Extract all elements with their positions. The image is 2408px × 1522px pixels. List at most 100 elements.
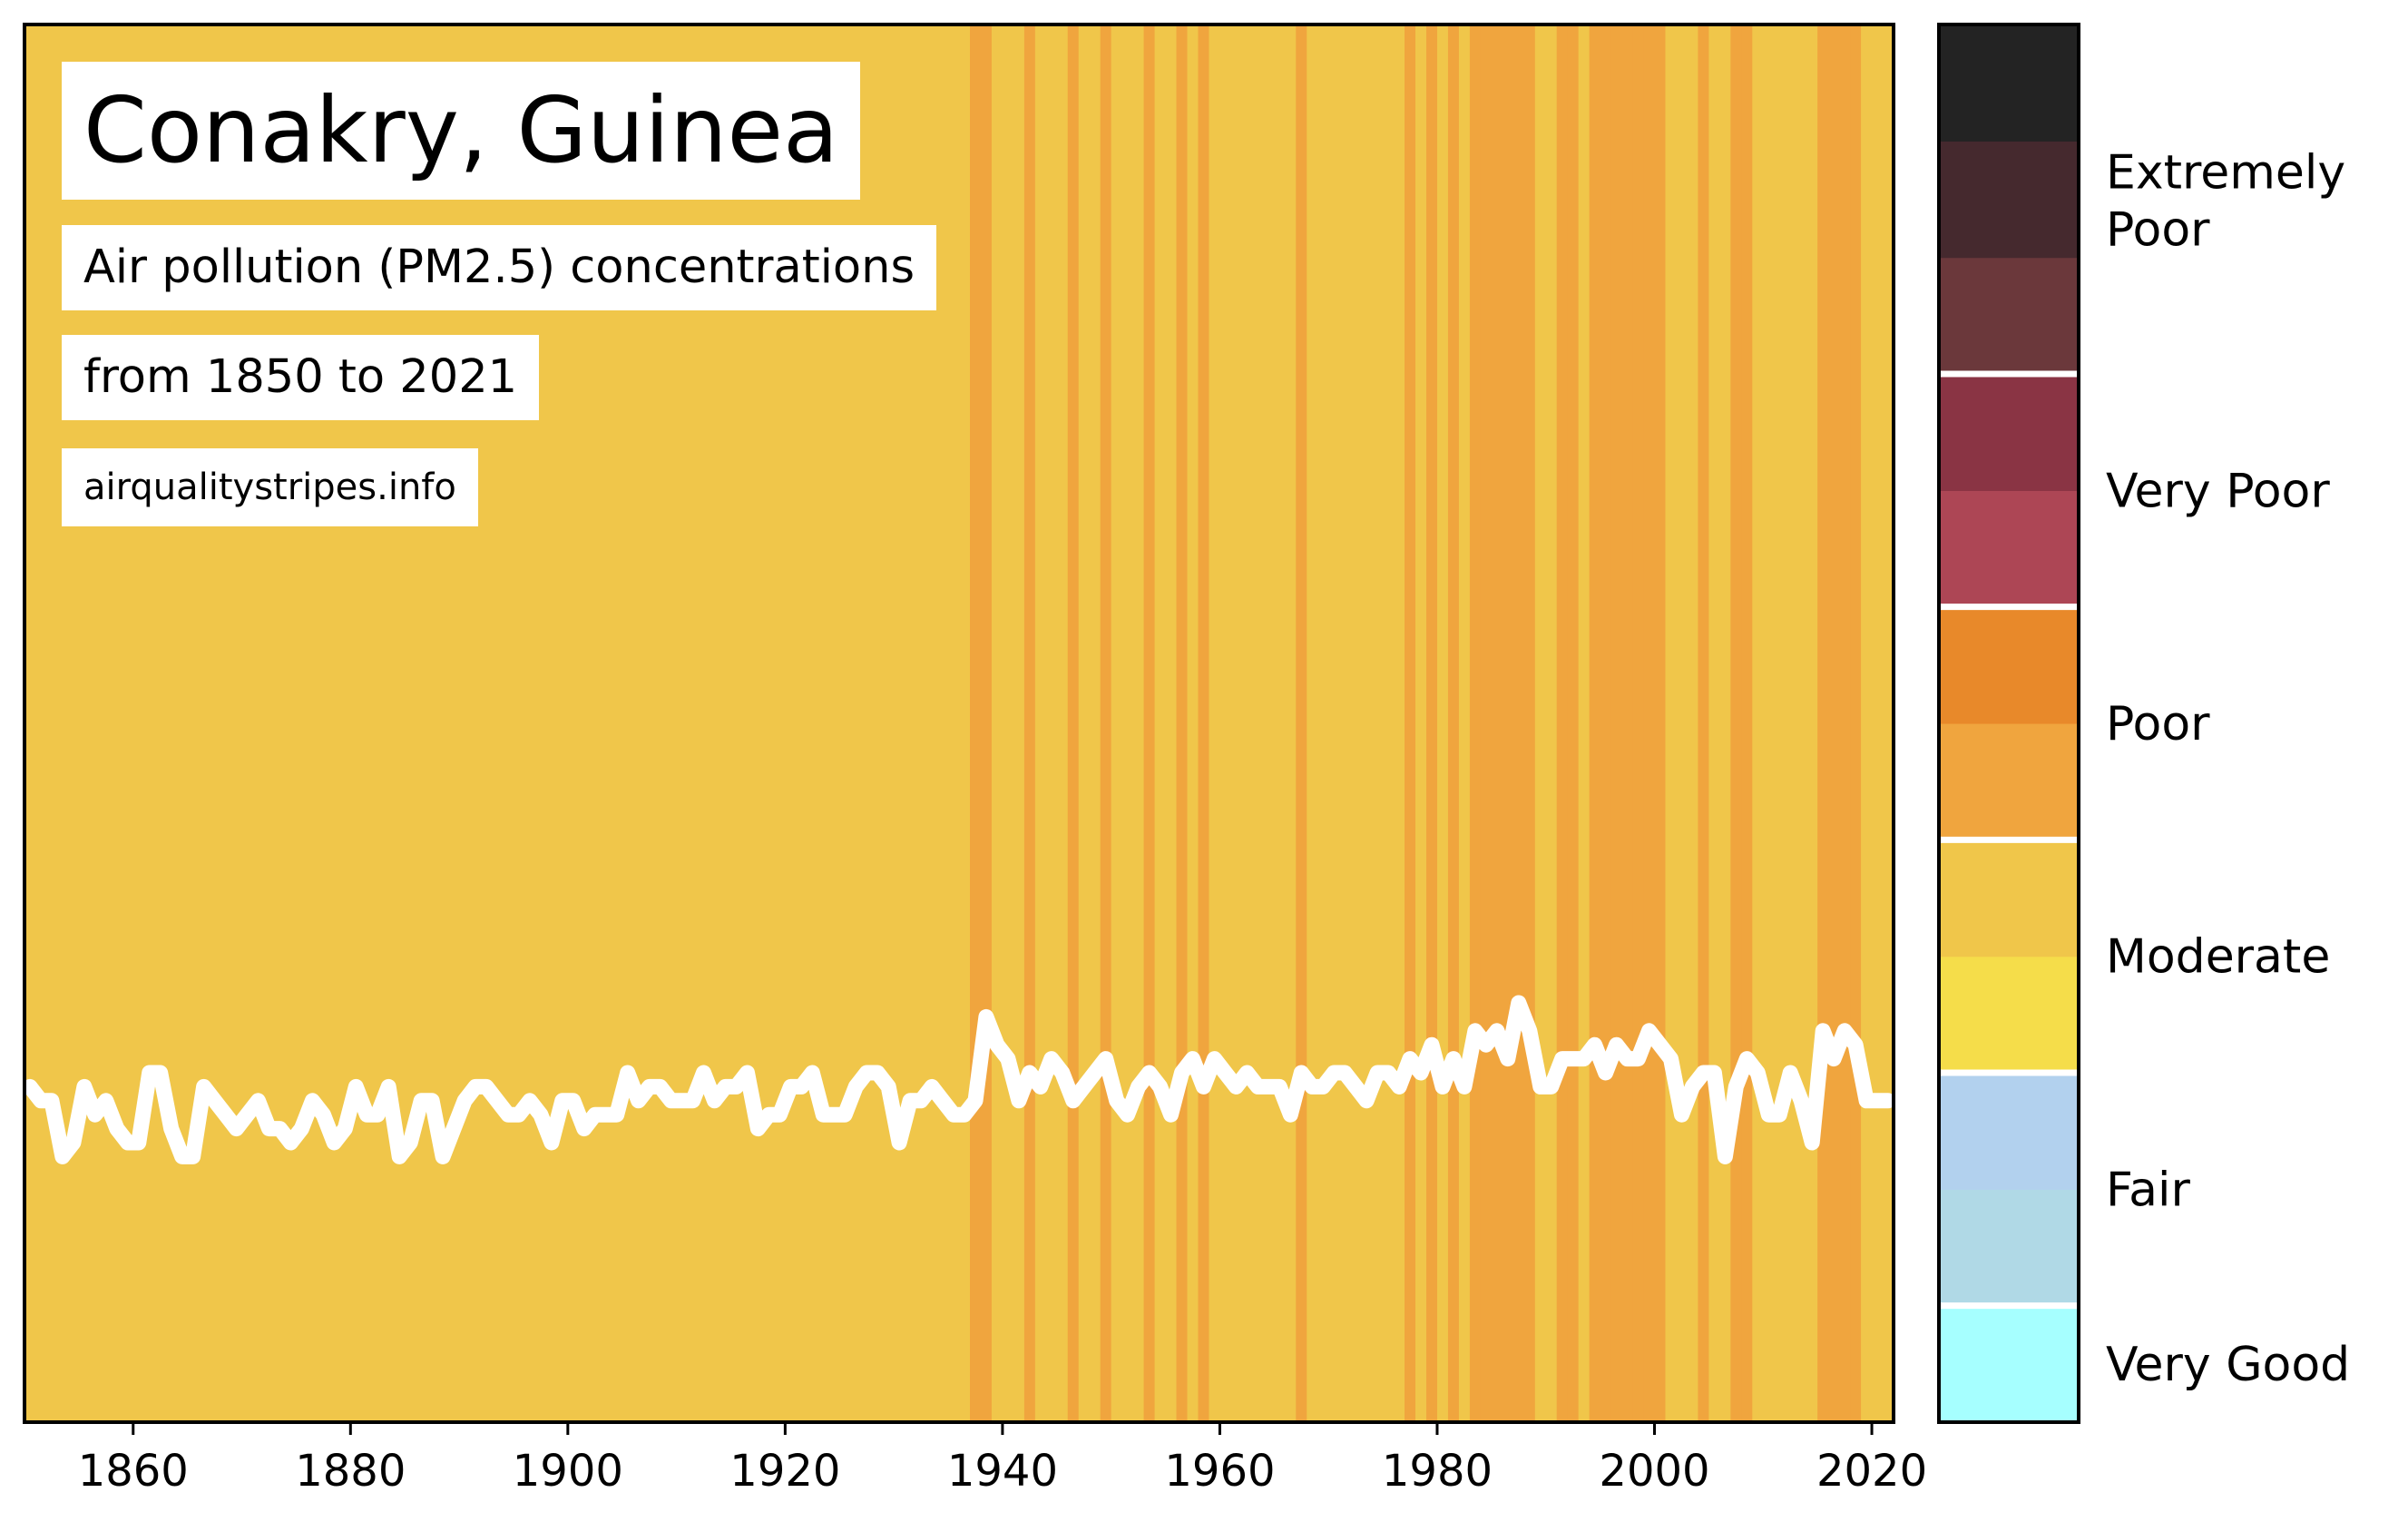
legend-swatch-1: [1939, 1189, 2079, 1307]
legend-labels: Very Good Fair Moderate Poor Very Poor Extrem…: [2106, 146, 2350, 1392]
stripe-1963: [1252, 25, 1264, 1422]
stripe-1931: [905, 25, 916, 1422]
stripe-1934: [937, 25, 949, 1422]
stripe-1999: [1643, 25, 1656, 1422]
legend-swatch-10: [1939, 141, 2079, 259]
x-tick-label-1880: 1880: [295, 1446, 406, 1497]
stripe-2005: [1708, 25, 1720, 1422]
x-tick-label-1980: 1980: [1382, 1446, 1493, 1497]
stripe-1946: [1067, 25, 1080, 1422]
stripe-1940: [1002, 25, 1014, 1422]
stripe-1960: [1219, 25, 1232, 1422]
stripe-1930: [894, 25, 905, 1422]
stripe-2011: [1774, 25, 1786, 1422]
stripe-1989: [1534, 25, 1547, 1422]
stripe-2004: [1698, 25, 1709, 1422]
stripe-1984: [1480, 25, 1493, 1422]
legend-swatch-2: [1939, 1073, 2079, 1190]
stripe-1937: [969, 25, 982, 1422]
stripe-2020: [1872, 25, 1884, 1422]
stripe-1903: [600, 25, 612, 1422]
stripe-1917: [752, 25, 765, 1422]
stripe-2000: [1654, 25, 1667, 1422]
stripe-1985: [1491, 25, 1503, 1422]
stripe-2021: [1883, 25, 1894, 1422]
stripe-1923: [817, 25, 829, 1422]
stripe-1992: [1567, 25, 1580, 1422]
stripe-1979: [1426, 25, 1438, 1422]
stripe-2018: [1850, 25, 1862, 1422]
stripe-1909: [665, 25, 678, 1422]
stripe-1943: [1034, 25, 1047, 1422]
stripe-1947: [1078, 25, 1091, 1422]
stripe-1919: [774, 25, 786, 1422]
legend-swatch-11: [1939, 25, 2079, 142]
chart-title: Conakry, Guinea: [62, 62, 861, 200]
stripe-2015: [1817, 25, 1829, 1422]
stripe-1975: [1383, 25, 1395, 1422]
stripe-1998: [1632, 25, 1645, 1422]
stripe-1966: [1285, 25, 1297, 1422]
stripe-1898: [545, 25, 558, 1422]
stripe-1972: [1350, 25, 1362, 1422]
stripe-1899: [556, 25, 569, 1422]
stripe-2007: [1730, 25, 1742, 1422]
stripe-1971: [1339, 25, 1351, 1422]
stripe-1924: [828, 25, 840, 1422]
stripe-1935: [948, 25, 960, 1422]
stripe-1980: [1436, 25, 1449, 1422]
stripe-1961: [1230, 25, 1242, 1422]
legend-frame: [1937, 23, 2080, 1424]
stripe-2017: [1839, 25, 1851, 1422]
stripe-1945: [1056, 25, 1069, 1422]
legend-swatch-4: [1939, 840, 2079, 957]
stripe-1939: [991, 25, 1003, 1422]
stripe-1976: [1394, 25, 1405, 1422]
legend-label-0: Very Good: [2106, 1338, 2350, 1392]
stripe-1977: [1405, 25, 1416, 1422]
stripe-1944: [1045, 25, 1058, 1422]
stripe-1949: [1100, 25, 1112, 1422]
stripe-1910: [676, 25, 689, 1422]
stripe-1932: [915, 25, 927, 1422]
x-tick-label-2020: 2020: [1816, 1446, 1927, 1497]
stripe-1948: [1089, 25, 1101, 1422]
chart-date-range: from 1850 to 2021: [62, 335, 540, 420]
legend-label-4: Very Poor: [2106, 464, 2330, 518]
stripe-1968: [1307, 25, 1318, 1422]
source-link[interactable]: airqualitystripes.info: [62, 448, 478, 526]
x-tick-label-1920: 1920: [729, 1446, 840, 1497]
stripe-1907: [643, 25, 656, 1422]
stripe-2013: [1796, 25, 1807, 1422]
stripe-1852: [45, 25, 58, 1422]
legend-swatch-7: [1939, 490, 2079, 608]
x-tick-label-1900: 1900: [513, 1446, 623, 1497]
stripe-1950: [1111, 25, 1123, 1422]
stripe-1996: [1610, 25, 1623, 1422]
stripe-1981: [1447, 25, 1460, 1422]
legend-swatch-9: [1939, 257, 2079, 375]
stripe-1965: [1274, 25, 1286, 1422]
legend-label-5: Extremely Poor: [2106, 146, 2345, 258]
stripe-1913: [709, 25, 721, 1422]
stripe-2003: [1687, 25, 1699, 1422]
legend-label-2: Moderate: [2106, 930, 2330, 985]
stripe-1936: [959, 25, 971, 1422]
stripe-1974: [1372, 25, 1384, 1422]
stripe-1952: [1132, 25, 1145, 1422]
stripe-1906: [632, 25, 645, 1422]
stripe-1986: [1502, 25, 1514, 1422]
legend-swatch-5: [1939, 723, 2079, 840]
stripe-1991: [1556, 25, 1569, 1422]
stripe-2010: [1763, 25, 1775, 1422]
stripe-2002: [1676, 25, 1689, 1422]
plot-frame: [23, 23, 1895, 1424]
stripe-1851: [34, 25, 47, 1422]
legend-swatch-3: [1939, 956, 2079, 1074]
stripe-1914: [719, 25, 732, 1422]
stripe-1994: [1589, 25, 1601, 1422]
stripe-2006: [1719, 25, 1731, 1422]
legend-colorbar: [1939, 25, 2079, 1423]
stripe-1908: [654, 25, 667, 1422]
stripe-1990: [1545, 25, 1558, 1422]
